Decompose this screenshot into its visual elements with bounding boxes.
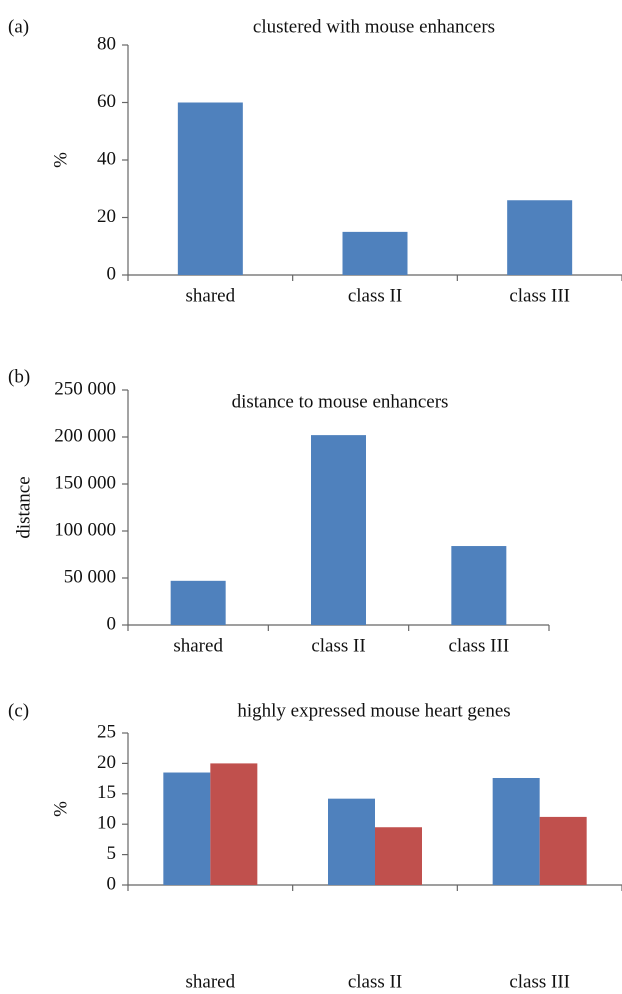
y-tick-label: 60 [97,91,116,112]
x-tick-label: shared [186,285,236,306]
y-tick-label: 80 [97,33,116,54]
y-axis-label: distance [13,476,34,538]
chart-title: distance to mouse enhancers [232,391,449,412]
chart-title: highly expressed mouse heart genes [237,700,510,721]
y-tick-label: 0 [107,873,117,894]
bar [210,763,258,885]
bar [163,772,211,885]
bar [492,777,540,885]
x-tick-label: class II [311,635,365,656]
y-tick-label: 200 000 [54,425,116,446]
y-tick-label: 10 [97,813,116,834]
bar [177,102,243,275]
y-tick-label: 25 [97,721,116,742]
x-tick-label: class II [348,971,402,992]
y-tick-label: 150 000 [54,472,116,493]
y-tick-label: 5 [107,843,117,864]
x-tick-label: shared [173,635,223,656]
x-tick-label: class III [448,635,509,656]
bar [170,580,226,625]
x-tick-label: class II [348,285,402,306]
y-tick-label: 20 [97,206,116,227]
x-tick-label: class III [509,285,570,306]
panel-label: (c) [8,700,29,721]
y-tick-label: 20 [97,752,116,773]
y-axis-label: % [50,152,71,168]
chart-title: clustered with mouse enhancers [253,16,495,37]
x-tick-label: shared [186,971,236,992]
bar [328,798,375,885]
bar [539,816,587,885]
y-axis-label: % [50,801,71,817]
panel-label: (b) [8,366,30,387]
x-tick-label: class III [509,971,570,992]
y-tick-label: 0 [107,613,117,634]
y-tick-label: 100 000 [54,519,116,540]
bar [342,231,408,275]
bar [507,200,573,275]
y-tick-label: 0 [107,263,117,284]
y-tick-label: 15 [97,782,116,803]
bar [311,435,366,625]
y-tick-label: 40 [97,148,116,169]
y-tick-label: 50 000 [64,566,116,587]
bar [375,827,422,885]
y-tick-label: 250 000 [54,378,116,399]
bar [451,546,507,625]
panel-label: (a) [8,16,29,37]
